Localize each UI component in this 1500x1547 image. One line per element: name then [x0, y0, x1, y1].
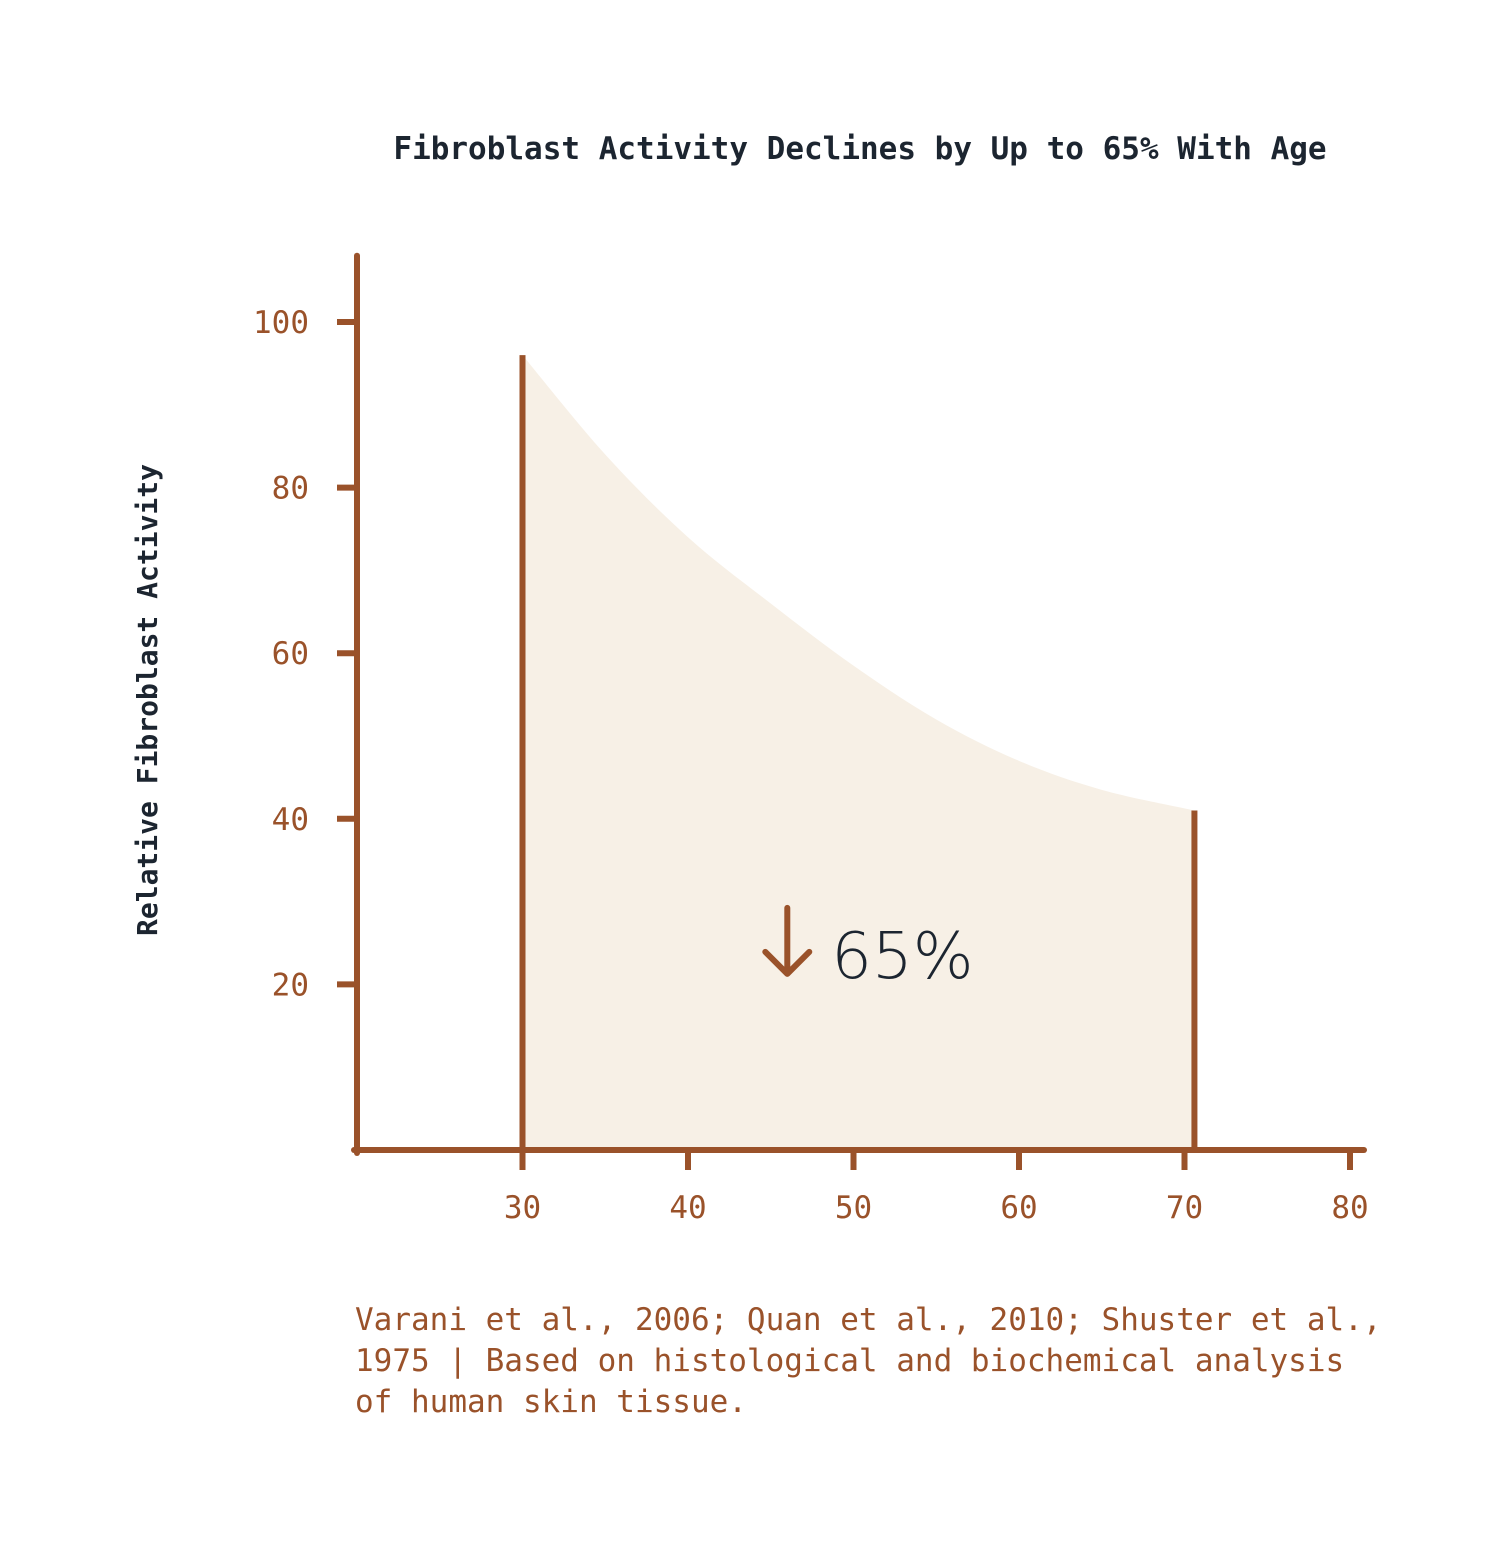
x-tick-label: 30	[504, 1190, 541, 1226]
down-arrow-icon	[762, 904, 813, 977]
y-tick-label: 80	[272, 471, 309, 507]
x-tick-label: 80	[1331, 1190, 1368, 1226]
source-note: Varani et al., 2006; Quan et al., 2010; …	[355, 1302, 1382, 1420]
chart-title: Fibroblast Activity Declines by Up to 65…	[393, 131, 1326, 167]
y-tick-label: 60	[272, 636, 309, 672]
x-tick-label: 50	[835, 1190, 872, 1226]
y-axis-label: Relative Fibroblast Activity	[131, 464, 164, 936]
y-tick-label: 40	[272, 802, 309, 838]
chart-svg: Fibroblast Activity Declines by Up to 65…	[131, 131, 1369, 1226]
annotation-label: 65%	[831, 920, 973, 994]
area-fill	[522, 355, 1195, 1150]
y-tick-label: 100	[253, 305, 309, 341]
plot-area: 20 40 60 80 100 30 40 50 60 70 80 65%	[253, 252, 1369, 1226]
y-tick-label: 20	[272, 967, 309, 1003]
x-tick-label: 60	[1000, 1190, 1037, 1226]
x-tick-label: 70	[1166, 1190, 1203, 1226]
x-tick-label: 40	[669, 1190, 706, 1226]
